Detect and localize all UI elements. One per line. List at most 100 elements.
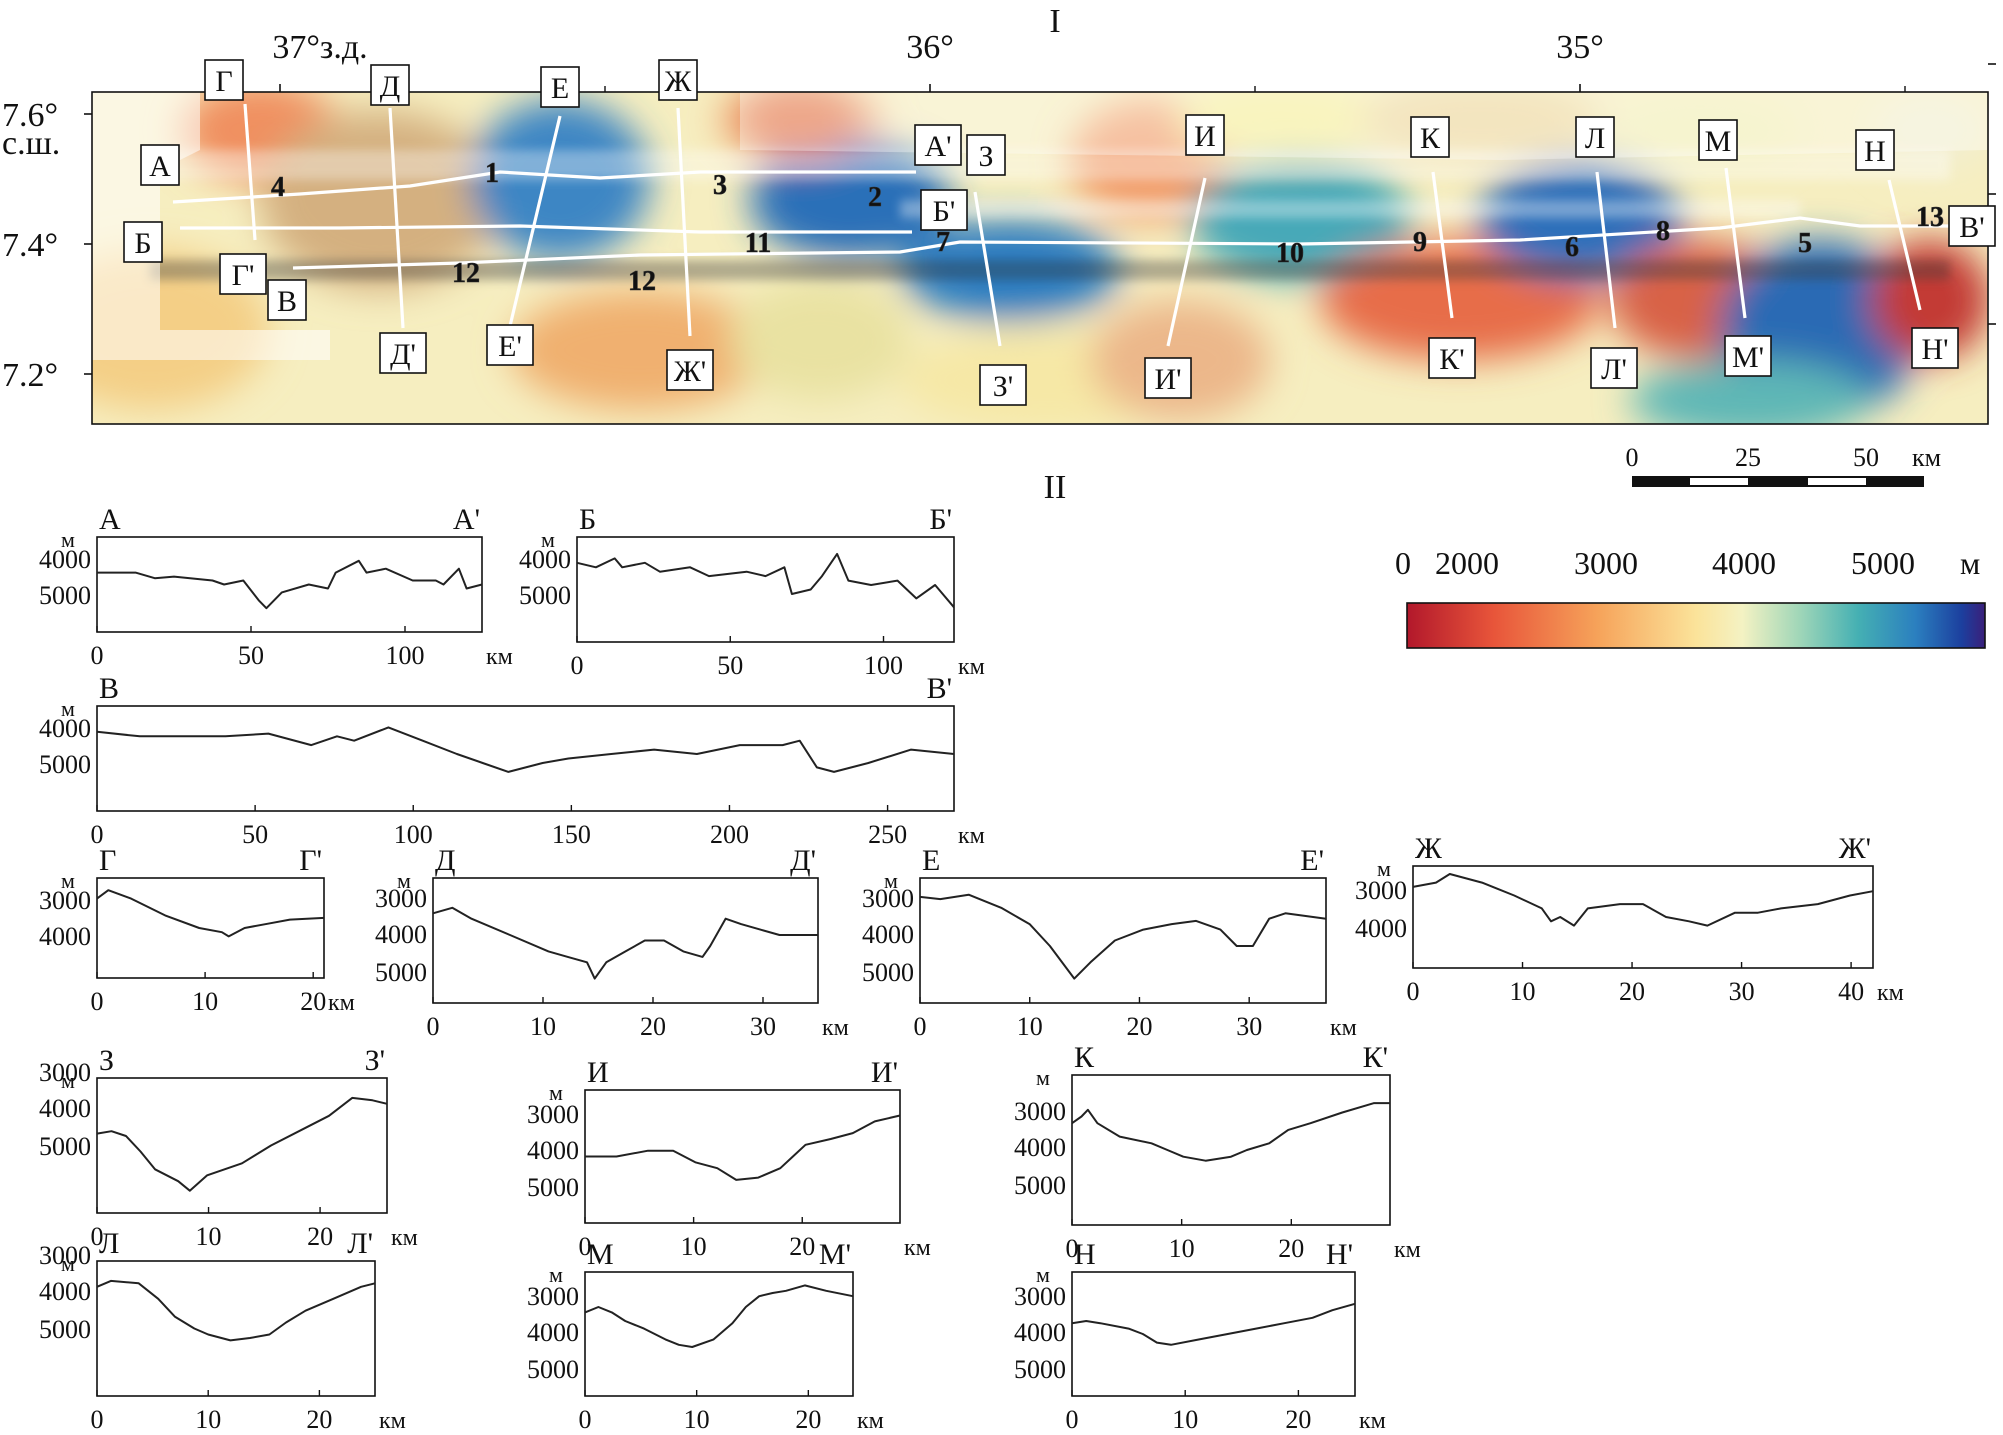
profile-end-labels: А А' Б Б' В В' Г Г' Д Д' Е Е' Ж Ж' З З' И И' К К' Л Л' М М' Н Н' (123, 59, 1996, 406)
profile-start-label: И (587, 1056, 609, 1089)
profile-end-label: Б (123, 221, 163, 263)
track-E (508, 115, 562, 327)
profile-frame (576, 536, 955, 643)
colorbar-label: 0 (1395, 545, 1411, 581)
profile-curve (432, 906, 818, 980)
svg-text:Б: Б (134, 227, 151, 260)
profile-end-label: М' (819, 1238, 851, 1271)
profile-x-tick-label: 30 (1236, 1012, 1262, 1041)
profile-y-tick-label: 3000 (1014, 1282, 1066, 1311)
profile-curve (584, 1284, 854, 1348)
profile-curve (1412, 873, 1874, 927)
profile-x-tick-label: 20 (306, 1405, 332, 1434)
profile-x-tick-label: 0 (571, 651, 584, 680)
profile-x-tick-label: 20 (1126, 1012, 1152, 1041)
track-number-7: 7 (936, 227, 950, 258)
profile-y-tick-label: 4000 (862, 920, 914, 949)
profile-x-tick-label: 10 (192, 987, 218, 1016)
track-Z (973, 191, 1002, 347)
track-number-12: 12 (628, 266, 656, 297)
profile-y-tick-label: 5000 (527, 1173, 579, 1202)
profile-curve (576, 552, 955, 608)
profile-y-unit: м (1036, 1065, 1050, 1090)
profile-end-label: Б' (920, 189, 968, 231)
profile-x-tick-label: 20 (795, 1405, 821, 1434)
track-B (180, 224, 912, 234)
profile-y-tick-label: 3000 (1014, 1097, 1066, 1126)
profile-x-tick-label: 40 (1838, 977, 1864, 1006)
colorbar-gradient (1406, 602, 1986, 649)
profile-y-unit: м (61, 696, 75, 721)
lon-tick-label: 37°з.д. (272, 29, 367, 66)
profile-y-tick-label: 4000 (39, 1277, 91, 1306)
profile-end-label: Е' (1300, 844, 1324, 877)
profile-end-label: Г' (299, 844, 322, 877)
profile-end-label: З' (365, 1044, 385, 1077)
profile-curve (1071, 1302, 1356, 1346)
profile-end-label: Г' (219, 253, 267, 295)
profile-y-tick-label: 3000 (527, 1282, 579, 1311)
profile-y-unit: м (549, 1262, 563, 1287)
profile-x-unit: км (857, 1408, 884, 1434)
colorbar-label: 2000 (1435, 545, 1499, 581)
panel-label-profiles: II (1044, 469, 1067, 506)
profile-end-label: Ж' (666, 349, 714, 391)
profile-x-unit: км (328, 990, 355, 1016)
track-I (1166, 177, 1207, 347)
profile-y-tick-label: 4000 (1014, 1133, 1066, 1162)
svg-text:М': М' (1732, 341, 1764, 374)
colorbar: 0 2000 3000 4000 5000 м (1395, 545, 1986, 649)
track-number-12: 12 (452, 258, 480, 289)
scale-bar-unit: км (1912, 443, 1941, 472)
scale-bar-label-0: 0 (1626, 443, 1639, 472)
colorbar-label: 3000 (1574, 545, 1638, 581)
profile-end-label: Д' (379, 332, 427, 374)
track-D (388, 107, 405, 329)
svg-text:Н: Н (1864, 135, 1886, 168)
profile-x-tick-label: 50 (238, 641, 264, 670)
profile-end-label: Г (204, 59, 244, 101)
profile-x-unit: км (1394, 1237, 1421, 1263)
profile-frame (96, 877, 325, 979)
profile-end-label: К (1410, 116, 1450, 158)
profile-start-label: Е (922, 844, 940, 877)
profile-x-tick-label: 10 (1510, 977, 1536, 1006)
profile-y-tick-label: 3000 (375, 884, 427, 913)
profile-y-tick-label: 3000 (39, 1058, 91, 1087)
profile-end-label: М' (1724, 335, 1772, 377)
profile-end-label: А (140, 144, 180, 186)
profile-y-tick-label: 3000 (862, 884, 914, 913)
profile-end-label: Л (1575, 116, 1615, 158)
profile-y-tick-label: 5000 (519, 581, 571, 610)
profile-y-unit: м (397, 868, 411, 893)
profile-y-unit: м (1036, 1262, 1050, 1287)
track-V (292, 216, 1960, 270)
profile-curve (96, 726, 955, 773)
profile-y-unit: м (541, 527, 555, 552)
profile-y-tick-label: 3000 (1355, 876, 1407, 905)
track-number-4: 4 (271, 172, 285, 203)
profile-x-tick-label: 0 (914, 1012, 927, 1041)
profile-x-tick-label: 100 (864, 651, 903, 680)
track-number-13: 13 (1916, 202, 1944, 233)
svg-text:А': А' (924, 130, 951, 163)
profile-end-label: Н (1855, 129, 1895, 171)
profile-start-label: З (99, 1044, 114, 1077)
profile-x-tick-label: 10 (195, 1405, 221, 1434)
lat-hemisphere-label: с.ш. (2, 125, 60, 162)
track-number-6: 6 (1565, 232, 1579, 263)
profile-x-tick-label: 150 (552, 820, 591, 849)
profile-x-tick-label: 30 (1729, 977, 1755, 1006)
svg-text:К: К (1420, 122, 1441, 155)
lon-tick-label: 35° (1556, 29, 1604, 66)
profile-end-label: К' (1363, 1041, 1388, 1074)
profile-x-unit: км (486, 644, 513, 670)
profile-x-tick-label: 0 (91, 1405, 104, 1434)
profile-frame (1071, 1074, 1391, 1226)
profile-start-label: Л (99, 1227, 119, 1260)
track-number-10: 10 (1276, 238, 1304, 269)
profile-y-tick-label: 4000 (527, 1136, 579, 1165)
profile-y-tick-label: 4000 (39, 1094, 91, 1123)
